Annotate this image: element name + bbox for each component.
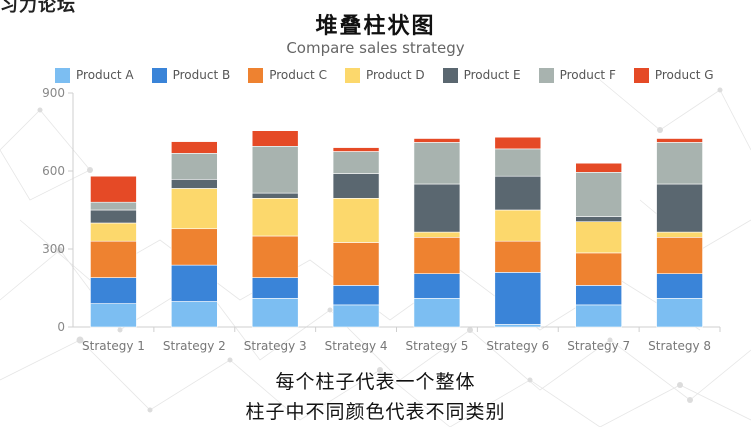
x-tick-label: Strategy 3 bbox=[244, 339, 307, 353]
y-tick-label: 0 bbox=[57, 320, 65, 334]
bar-segment bbox=[251, 146, 299, 194]
bar-segment bbox=[171, 301, 218, 328]
bar-segment bbox=[656, 273, 703, 299]
legend-label: Product A bbox=[76, 68, 134, 82]
bar-segment bbox=[575, 216, 622, 222]
bar-segment bbox=[332, 173, 380, 199]
legend-item[interactable]: Product F bbox=[538, 67, 616, 83]
x-tick-label: Strategy 4 bbox=[325, 339, 388, 353]
bar-segment bbox=[413, 237, 461, 275]
legend-swatch bbox=[151, 67, 167, 83]
legend-label: Product G bbox=[654, 68, 714, 82]
bar-segment bbox=[251, 198, 299, 237]
bar-segment bbox=[575, 304, 622, 328]
bar-segment bbox=[656, 183, 703, 233]
bar-segment bbox=[332, 151, 380, 174]
bar-segment bbox=[494, 136, 542, 150]
legend-item[interactable]: Product A bbox=[55, 67, 134, 83]
bar-segment bbox=[656, 231, 703, 238]
bar-segment bbox=[171, 264, 218, 302]
bar-segment bbox=[90, 175, 137, 203]
bar-segment bbox=[332, 147, 380, 152]
bar-segment bbox=[251, 298, 299, 328]
legend-swatch bbox=[442, 67, 458, 83]
x-tick-label: Strategy 8 bbox=[648, 339, 711, 353]
x-tick-label: Strategy 5 bbox=[406, 339, 469, 353]
bar-segment bbox=[656, 142, 703, 185]
x-tick-label: Strategy 2 bbox=[163, 339, 226, 353]
bar-segment bbox=[413, 183, 461, 233]
bar-segment bbox=[656, 237, 703, 275]
x-tick-label: Strategy 6 bbox=[486, 339, 549, 353]
legend-item[interactable]: Product B bbox=[151, 67, 231, 83]
legend-swatch bbox=[55, 67, 70, 83]
legend-item[interactable]: Product D bbox=[344, 67, 425, 83]
bar-segment bbox=[413, 138, 461, 143]
legend-swatch bbox=[344, 67, 360, 83]
bar-segment bbox=[494, 175, 542, 211]
bar-segment bbox=[90, 209, 137, 224]
bar-segment bbox=[171, 188, 218, 230]
bar-segment bbox=[90, 277, 137, 304]
legend-label: Product B bbox=[172, 68, 231, 82]
bar-segment bbox=[90, 303, 137, 328]
bar-segment bbox=[171, 228, 218, 266]
bar-segment bbox=[171, 153, 218, 180]
bar-segment bbox=[494, 272, 542, 325]
bar-segment bbox=[413, 231, 461, 238]
legend-swatch bbox=[248, 67, 264, 83]
legend-swatch bbox=[633, 67, 649, 83]
chart-title: 堆叠柱状图 bbox=[315, 14, 436, 39]
legend-swatch bbox=[538, 67, 554, 83]
bar-segment bbox=[656, 298, 703, 328]
bar-segment bbox=[494, 240, 542, 273]
legend-label: Product C bbox=[269, 68, 327, 82]
legend-item[interactable]: Product C bbox=[248, 67, 327, 83]
bar-segment bbox=[413, 273, 461, 299]
legend-label: Product F bbox=[559, 68, 616, 82]
bar-segment bbox=[575, 162, 622, 173]
corner-watermark-text: 习力论坛 bbox=[0, 0, 76, 16]
bar-segment bbox=[171, 179, 218, 189]
bar-segment bbox=[575, 252, 622, 286]
y-tick-label: 600 bbox=[42, 164, 65, 178]
bar-segment bbox=[251, 277, 299, 299]
legend-label: Product D bbox=[365, 68, 425, 82]
bar-segment bbox=[413, 298, 461, 328]
bar-segment bbox=[251, 130, 299, 147]
x-tick-label: Strategy 7 bbox=[567, 339, 630, 353]
bar-segment bbox=[251, 235, 299, 278]
bar-segment bbox=[413, 142, 461, 185]
bar-segment bbox=[332, 304, 380, 328]
x-tick-label: Strategy 1 bbox=[82, 339, 145, 353]
bar-segment bbox=[575, 221, 622, 254]
bar-segment bbox=[575, 285, 622, 306]
bar-segment bbox=[494, 148, 542, 177]
legend-item[interactable]: Product E bbox=[442, 67, 521, 83]
chart-legend: Product A Product B Product C Product D Prod… bbox=[55, 66, 732, 84]
caption-line-2: 柱子中不同颜色代表不同类别 bbox=[245, 401, 506, 423]
legend-item[interactable]: Product G bbox=[633, 67, 714, 83]
bar-segment bbox=[332, 242, 380, 286]
legend-label: Product E bbox=[463, 68, 521, 82]
bar-segment bbox=[494, 324, 542, 328]
bar-segment bbox=[656, 138, 703, 143]
bar-segment bbox=[575, 172, 622, 217]
bar-segment bbox=[90, 222, 137, 242]
bar-segment bbox=[90, 240, 137, 278]
y-tick-label: 900 bbox=[42, 86, 65, 100]
bar-segment bbox=[332, 198, 380, 243]
bar-segment bbox=[494, 209, 542, 242]
bar-segment bbox=[90, 201, 137, 211]
bar-segment bbox=[251, 192, 299, 199]
y-tick-label: 300 bbox=[42, 242, 65, 256]
caption-line-1: 每个柱子代表一个整体 bbox=[275, 371, 476, 393]
chart-subtitle: Compare sales strategy bbox=[286, 39, 465, 57]
bar-segment bbox=[332, 285, 380, 306]
bar-segment bbox=[171, 141, 218, 154]
